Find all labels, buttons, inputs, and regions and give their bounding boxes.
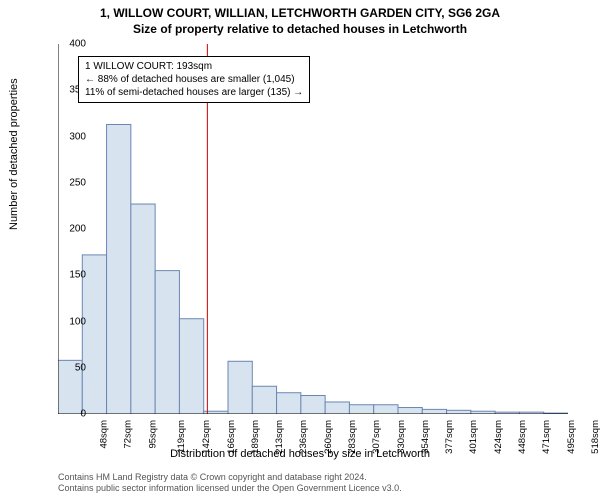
histogram-bar xyxy=(155,271,179,414)
histogram-bar xyxy=(252,386,276,414)
title-line-2: Size of property relative to detached ho… xyxy=(0,22,600,38)
y-tick-label: 200 xyxy=(56,224,86,235)
y-tick-label: 0 xyxy=(56,409,86,420)
footer-line-1: Contains HM Land Registry data © Crown c… xyxy=(58,472,402,483)
footer-credits: Contains HM Land Registry data © Crown c… xyxy=(58,472,402,495)
annotation-line-1: 1 WILLOW COURT: 193sqm xyxy=(85,60,303,73)
histogram-bar xyxy=(107,124,131,414)
histogram-bar xyxy=(447,410,471,414)
x-tick-label: 48sqm xyxy=(99,420,110,449)
histogram-bar xyxy=(179,319,203,414)
y-axis-label: Number of detached properties xyxy=(8,78,20,230)
chart-title-block: 1, WILLOW COURT, WILLIAN, LETCHWORTH GAR… xyxy=(0,0,600,37)
x-tick-label: 72sqm xyxy=(123,420,134,449)
footer-line-2: Contains public sector information licen… xyxy=(58,483,402,494)
x-axis-label: Distribution of detached houses by size … xyxy=(0,448,600,460)
histogram-bar xyxy=(349,405,373,414)
y-tick-label: 250 xyxy=(56,177,86,188)
histogram-bar xyxy=(422,409,446,414)
histogram-bar xyxy=(277,393,301,414)
histogram-bar xyxy=(301,396,325,415)
annotation-line-3: 11% of semi-detached houses are larger (… xyxy=(85,86,303,99)
title-line-1: 1, WILLOW COURT, WILLIAN, LETCHWORTH GAR… xyxy=(0,6,600,22)
y-tick-label: 300 xyxy=(56,131,86,142)
y-tick-label: 100 xyxy=(56,316,86,327)
histogram-bar xyxy=(325,402,349,414)
histogram-bar xyxy=(131,204,155,414)
histogram-bar xyxy=(374,405,398,414)
y-tick-label: 50 xyxy=(56,362,86,373)
annotation-box: 1 WILLOW COURT: 193sqm ← 88% of detached… xyxy=(78,56,310,103)
annotation-line-2: ← 88% of detached houses are smaller (1,… xyxy=(85,73,303,86)
histogram-bar xyxy=(228,361,252,414)
y-tick-label: 150 xyxy=(56,270,86,281)
y-tick-label: 400 xyxy=(56,39,86,50)
x-tick-label: 95sqm xyxy=(147,420,158,449)
histogram-bar xyxy=(398,408,422,414)
